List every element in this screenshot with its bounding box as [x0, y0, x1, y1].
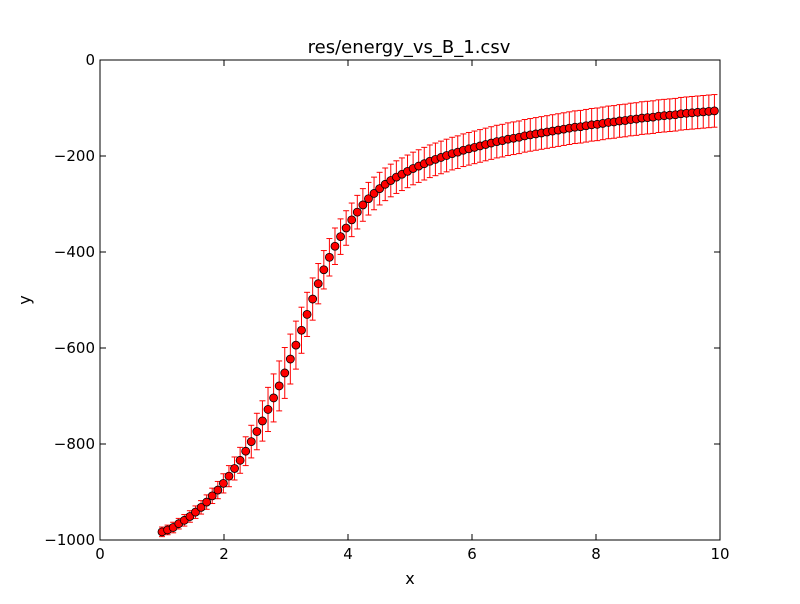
ticks-layer: 0 2 4 6 8 10 0 −200 −400 −600 −800 −1000: [44, 51, 729, 563]
y-tick-label: −800: [54, 435, 95, 453]
data-point: [202, 497, 212, 507]
data-point: [313, 279, 323, 289]
data-point: [369, 189, 379, 198]
data-point: [218, 478, 228, 488]
x-tick-label: 10: [710, 545, 729, 563]
data-point: [324, 252, 334, 262]
data-point: [235, 455, 245, 465]
data-point: [246, 437, 256, 447]
data-point: [347, 215, 357, 225]
x-tick-label: 0: [95, 545, 105, 563]
x-tick-label: 4: [343, 545, 353, 563]
data-point: [274, 381, 284, 391]
data-point: [297, 325, 306, 335]
y-tick-label: −200: [54, 147, 95, 165]
x-tick-label: 6: [467, 545, 477, 563]
data-point: [302, 309, 312, 319]
data-point: [241, 446, 251, 456]
data-point: [263, 405, 273, 414]
data-point: [336, 232, 345, 242]
plot-frame: [99, 59, 721, 541]
chart-title: res/energy_vs_B_1.csv: [308, 37, 511, 58]
markers-layer: [157, 106, 719, 537]
data-point: [280, 368, 290, 378]
x-tick-label: 8: [591, 545, 601, 563]
data-point: [285, 354, 295, 364]
data-point: [319, 265, 329, 275]
y-tick-label: −400: [54, 243, 95, 261]
data-point: [291, 340, 301, 350]
data-point: [341, 223, 351, 233]
y-tick-label: −1000: [44, 531, 95, 549]
data-point: [308, 294, 318, 304]
data-point: [207, 491, 217, 501]
x-tick-label: 2: [219, 545, 229, 563]
y-tick-label: −600: [54, 339, 95, 357]
data-point: [258, 416, 267, 426]
data-point: [358, 200, 368, 210]
data-point: [352, 207, 362, 217]
data-point: [252, 427, 262, 436]
x-axis-label: x: [405, 569, 414, 588]
data-point: [710, 106, 719, 116]
data-point: [224, 471, 234, 481]
data-point: [230, 464, 239, 473]
data-point: [364, 194, 373, 204]
data-point: [330, 241, 340, 251]
y-tick-label: 0: [85, 51, 95, 69]
data-point: [213, 485, 223, 495]
data-point: [269, 393, 279, 403]
y-axis-label: y: [15, 295, 34, 304]
data-point: [191, 507, 200, 517]
data-point: [196, 502, 206, 512]
